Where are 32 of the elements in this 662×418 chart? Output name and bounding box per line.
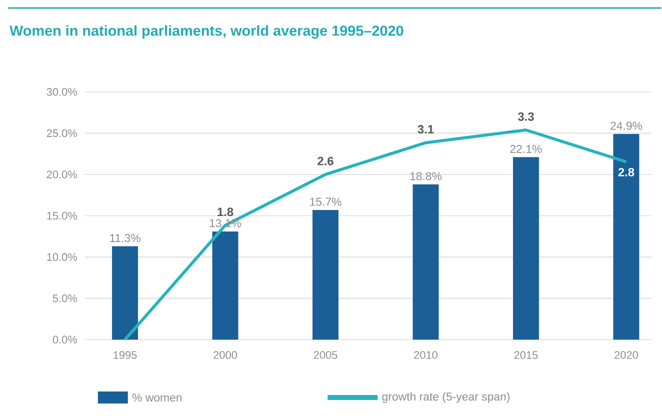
data-label: 22.1%: [510, 145, 542, 154]
data-label: 2.8: [618, 168, 634, 177]
x-tick-label: 2015: [514, 351, 538, 360]
y-tick-label: 15.0%: [47, 212, 77, 220]
y-tick-label: 0.0%: [52, 336, 77, 344]
legend-label: % women: [132, 394, 182, 402]
y-tick-label: 10.0%: [47, 253, 77, 262]
bar: [112, 246, 138, 340]
data-label: 15.7%: [310, 198, 342, 206]
bar: [512, 157, 539, 340]
y-tick-label: 25.0%: [46, 130, 77, 138]
data-label: 2.6: [318, 157, 334, 166]
bar: [312, 210, 338, 340]
bar: [212, 232, 238, 340]
data-label: 11.3%: [110, 234, 140, 242]
x-tick-label: 2000: [214, 351, 237, 360]
x-tick-label: 2005: [314, 351, 338, 360]
x-tick-label: 2010: [414, 351, 438, 360]
data-label: 3.3: [518, 112, 534, 122]
data-label: 18.8%: [410, 172, 442, 180]
bar: [412, 184, 439, 340]
data-label: 24.9%: [610, 122, 642, 130]
y-tick-label: 30.0%: [46, 88, 77, 96]
y-tick-label: 20.0%: [46, 170, 77, 179]
chart-title: Women in national parliaments, world average 1995–2020: [10, 25, 404, 39]
x-tick-label: 1995: [114, 351, 137, 360]
data-label: 3.1: [418, 125, 434, 134]
x-tick-label: 2020: [614, 351, 638, 360]
bar: [613, 134, 640, 340]
data-label: 1.8: [218, 208, 234, 216]
legend-label: growth rate (5-year span): [382, 392, 510, 404]
y-tick-label: 5.0%: [52, 294, 77, 302]
